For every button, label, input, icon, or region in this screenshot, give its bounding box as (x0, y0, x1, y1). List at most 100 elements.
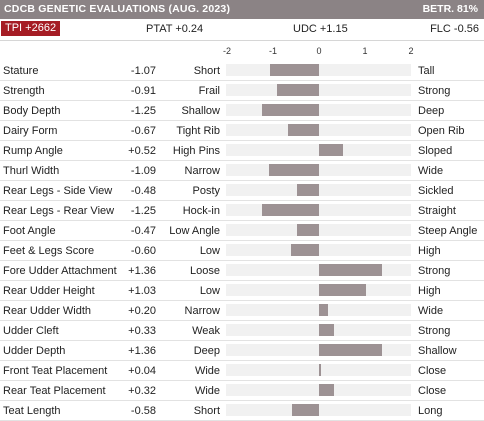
low-descriptor: Narrow (184, 305, 220, 317)
trait-bar (319, 364, 321, 376)
trait-bar (292, 404, 319, 416)
high-descriptor: Close (418, 385, 447, 397)
trait-value: +1.03 (128, 285, 156, 297)
ptat-value: PTAT +0.24 (146, 23, 204, 35)
trait-row: Rump Angle +0.52 High Pins Sloped (0, 141, 484, 161)
trait-bar (296, 184, 319, 196)
high-descriptor: Wide (418, 165, 444, 177)
high-descriptor: Steep Angle (418, 225, 478, 237)
low-descriptor: Tight Rib (176, 125, 220, 137)
trait-bar (319, 344, 382, 356)
trait-row: Feet & Legs Score -0.60 Low High (0, 241, 484, 261)
trait-row: Body Depth -1.25 Shallow Deep (0, 101, 484, 121)
bar-track (226, 164, 411, 176)
trait-name: Rump Angle (3, 145, 63, 157)
trait-name: Rear Teat Placement (3, 385, 106, 397)
reliability-value: BETR. 81% (422, 3, 478, 15)
udc-value: UDC +1.15 (293, 23, 348, 35)
scale-tick-label: 1 (362, 46, 368, 56)
low-descriptor: Low (199, 285, 220, 297)
high-descriptor: Strong (418, 85, 451, 97)
trait-value: -0.47 (130, 225, 156, 237)
low-descriptor: Short (193, 405, 220, 417)
trait-name: Rear Udder Height (3, 285, 95, 297)
trait-name: Fore Udder Attachment (3, 265, 117, 277)
trait-value: +1.36 (128, 265, 156, 277)
bar-track (226, 124, 411, 136)
tpi-badge: TPI +2662 (1, 21, 61, 36)
bar-track (226, 364, 411, 376)
trait-row: Front Teat Placement +0.04 Wide Close (0, 361, 484, 381)
low-descriptor: Wide (194, 365, 220, 377)
bar-track (226, 384, 411, 396)
low-descriptor: Low Angle (169, 225, 220, 237)
trait-value: -1.09 (130, 165, 156, 177)
scale-tick-label: 0 (316, 46, 322, 56)
high-descriptor: Long (418, 405, 443, 417)
low-descriptor: Narrow (184, 165, 220, 177)
trait-value: -0.60 (130, 245, 156, 257)
trait-value: +0.04 (128, 365, 156, 377)
trait-name: Stature (3, 65, 39, 77)
trait-value: +0.33 (128, 325, 156, 337)
trait-name: Thurl Width (3, 165, 60, 177)
trait-value: +1.36 (128, 345, 156, 357)
bar-track (226, 264, 411, 276)
trait-value: -0.48 (130, 185, 156, 197)
trait-bar (319, 264, 382, 276)
low-descriptor: Shallow (181, 105, 220, 117)
high-descriptor: Tall (418, 65, 435, 77)
trait-name: Udder Depth (3, 345, 66, 357)
high-descriptor: Strong (418, 265, 451, 277)
trait-bar (291, 244, 319, 256)
trait-name: Front Teat Placement (3, 365, 108, 377)
trait-name: Strength (3, 85, 45, 97)
trait-bar (261, 204, 319, 216)
trait-value: +0.32 (128, 385, 156, 397)
trait-value: -0.58 (130, 405, 156, 417)
low-descriptor: High Pins (172, 145, 220, 157)
trait-name: Dairy Form (3, 125, 58, 137)
trait-name: Teat Length (3, 405, 61, 417)
evaluation-header: CDCB GENETIC EVALUATIONS (AUG. 2023) BET… (0, 0, 484, 19)
index-summary: TPI +2662 PTAT +0.24 UDC +1.15 FLC -0.56 (0, 19, 484, 41)
trait-name: Body Depth (3, 105, 61, 117)
trait-value: -1.25 (130, 105, 156, 117)
trait-row: Stature -1.07 Short Tall (0, 61, 484, 81)
bar-track (226, 144, 411, 156)
low-descriptor: Deep (193, 345, 220, 357)
bar-track (226, 184, 411, 196)
low-descriptor: Weak (192, 325, 220, 337)
bar-track (226, 284, 411, 296)
trait-bar (319, 144, 343, 156)
high-descriptor: High (418, 245, 441, 257)
bar-track (226, 244, 411, 256)
bar-track (226, 324, 411, 336)
bar-track (226, 204, 411, 216)
trait-bar (288, 124, 319, 136)
low-descriptor: Wide (194, 385, 220, 397)
trait-bar (319, 304, 329, 316)
trait-row: Teat Length -0.58 Short Long (0, 401, 484, 421)
trait-row: Rear Legs - Side View -0.48 Posty Sickled (0, 181, 484, 201)
trait-bar (269, 64, 319, 76)
bar-track (226, 404, 411, 416)
bar-track (226, 304, 411, 316)
low-descriptor: Loose (190, 265, 220, 277)
trait-row: Dairy Form -0.67 Tight Rib Open Rib (0, 121, 484, 141)
scale-tick-label: 2 (408, 46, 414, 56)
low-descriptor: Frail (198, 85, 220, 97)
trait-row: Rear Teat Placement +0.32 Wide Close (0, 381, 484, 401)
scale-tick-label: -2 (222, 46, 232, 56)
header-title: CDCB GENETIC EVALUATIONS (AUG. 2023) (4, 3, 231, 15)
trait-name: Udder Cleft (3, 325, 59, 337)
trait-row: Udder Cleft +0.33 Weak Strong (0, 321, 484, 341)
trait-name: Rear Legs - Side View (3, 185, 113, 197)
trait-row: Rear Udder Width +0.20 Narrow Wide (0, 301, 484, 321)
trait-value: -1.25 (130, 205, 156, 217)
trait-value: +0.52 (128, 145, 156, 157)
trait-name: Feet & Legs Score (3, 245, 95, 257)
trait-bar (261, 104, 319, 116)
high-descriptor: Wide (418, 305, 444, 317)
high-descriptor: Shallow (418, 345, 457, 357)
